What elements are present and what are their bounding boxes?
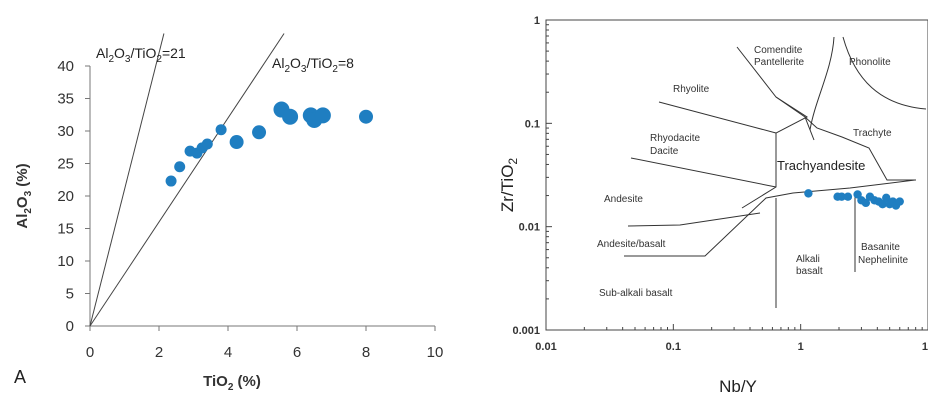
a-x-tick-label: 0 bbox=[86, 344, 94, 361]
a-data-point bbox=[359, 109, 373, 124]
a-data-point bbox=[229, 135, 244, 150]
b-label-rhyolite: Rhyolite bbox=[673, 84, 710, 95]
b-label-phonolite: Phonolite bbox=[849, 57, 891, 68]
b-boundary-andesite-basalt bbox=[627, 212, 761, 227]
b-label-nephelinite: Nephelinite bbox=[858, 255, 908, 266]
b-label-pantellerite: Pantellerite bbox=[754, 57, 804, 68]
a-y-axis-title: Al2O3 (%) bbox=[14, 163, 34, 228]
a-y-tick-label: 25 bbox=[57, 156, 74, 173]
b-x-axis-title: Nb/Y bbox=[719, 377, 757, 396]
a-x-tick-label: 6 bbox=[293, 344, 301, 361]
b-label-andesite: Andesite bbox=[604, 194, 643, 205]
b-label-dacite: Dacite bbox=[650, 146, 679, 157]
a-ratio-label-8: Al2O3/TiO2=8 bbox=[272, 55, 354, 75]
b-label-trachyandesite: Trachyandesite bbox=[777, 158, 865, 173]
b-field-boundaries bbox=[624, 36, 927, 308]
b-data-point bbox=[882, 193, 891, 203]
b-x-tick-label: 0.01 bbox=[535, 341, 556, 353]
b-label-alkali: Alkali bbox=[796, 254, 820, 265]
a-data-point bbox=[252, 125, 267, 140]
b-boundary-rhyolite bbox=[741, 96, 808, 209]
a-ratio-line-8 bbox=[89, 33, 285, 327]
a-data-point bbox=[215, 124, 227, 136]
a-x-tick-label: 8 bbox=[362, 344, 370, 361]
a-y-tick-label: 15 bbox=[57, 221, 74, 238]
b-data-point bbox=[843, 192, 853, 201]
b-y-tick-label: 0.1 bbox=[525, 118, 540, 130]
b-data-point bbox=[895, 197, 904, 206]
a-x-tick-label: 4 bbox=[224, 344, 232, 361]
b-boundary-phonolite-left bbox=[809, 36, 835, 131]
a-data-point bbox=[165, 175, 177, 187]
a-panel-label: A bbox=[14, 367, 26, 387]
b-data-point bbox=[861, 198, 871, 208]
b-boundary-phonolite-right bbox=[842, 36, 927, 110]
b-boundary-trachyte-left bbox=[804, 116, 815, 141]
a-y-tick-label: 5 bbox=[66, 286, 74, 303]
b-y-tick-label: 1 bbox=[534, 15, 540, 27]
a-ratio-line-21 bbox=[89, 33, 165, 327]
a-x-axis-title: TiO2 (%) bbox=[203, 373, 261, 393]
b-boundary-dacite-andesite bbox=[630, 157, 777, 188]
a-y-tick-label: 35 bbox=[57, 91, 74, 108]
a-x-tick-label: 2 bbox=[155, 344, 163, 361]
chart-b: 0.01 0.1 1 10 0.001 0.01 0.1 1 Comendite Pantel… bbox=[498, 15, 928, 396]
a-y-tick-label: 40 bbox=[57, 58, 74, 75]
a-ratio-label-21: Al2O3/TiO2=21 bbox=[96, 45, 186, 65]
b-label-rhyodacite: Rhyodacite bbox=[650, 133, 700, 144]
b-data-point bbox=[804, 189, 813, 198]
b-x-tick-label: 1 bbox=[798, 341, 804, 353]
a-data-point bbox=[174, 161, 186, 173]
a-data-point bbox=[314, 107, 331, 124]
a-y-tick-label: 20 bbox=[57, 188, 74, 205]
b-boundary-rhyolite-dacite bbox=[658, 101, 777, 134]
b-data-point bbox=[878, 199, 887, 209]
a-y-tick-label: 10 bbox=[57, 253, 74, 270]
b-x-tick-label: 0.1 bbox=[666, 341, 681, 353]
b-y-tick-label: 0.001 bbox=[512, 325, 540, 337]
b-y-tick-label: 0.01 bbox=[519, 222, 540, 234]
b-label-trachyte: Trachyte bbox=[853, 128, 892, 139]
b-data-point bbox=[837, 192, 846, 201]
a-y-tick-label: 30 bbox=[57, 123, 74, 140]
b-field-labels: Comendite Pantellerite Phonolite Rhyolit… bbox=[597, 45, 908, 299]
a-x-tick-label: 10 bbox=[427, 344, 444, 361]
b-label-andesite-basalt: Andesite/basalt bbox=[597, 239, 666, 250]
a-y-tick-label: 0 bbox=[66, 318, 74, 335]
b-y-axis-title: Zr/TiO2 bbox=[498, 158, 520, 213]
b-x-tick-label: 10 bbox=[922, 341, 928, 353]
a-data-point bbox=[201, 138, 213, 150]
b-label-basalt: basalt bbox=[796, 266, 823, 277]
b-boundary-subalkali bbox=[624, 179, 916, 257]
b-label-subalkali: Sub-alkali basalt bbox=[599, 288, 673, 299]
b-label-comendite: Comendite bbox=[754, 45, 803, 56]
a-data-point bbox=[282, 108, 299, 125]
b-label-basanite: Basanite bbox=[861, 242, 900, 253]
b-plot-frame bbox=[545, 19, 928, 331]
